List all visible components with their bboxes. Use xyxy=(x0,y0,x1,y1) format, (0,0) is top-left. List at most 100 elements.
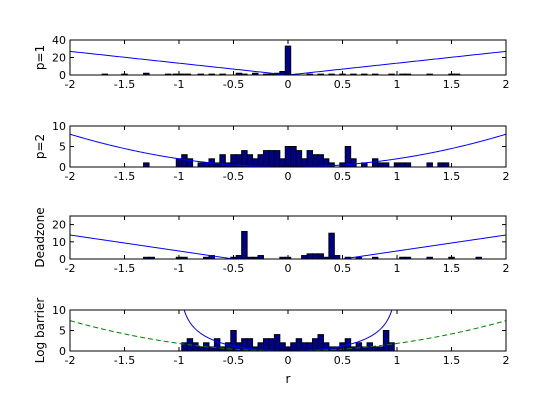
bar xyxy=(241,230,248,260)
subplot-2: -2 -1.5 -1 -0.5 0 0.5 1 1.5 2 0 5 10 p=2 xyxy=(33,120,510,183)
x-tick-label: -1.5 xyxy=(114,78,135,91)
x-tick-label: 1.5 xyxy=(443,354,461,367)
x-tick-label: 2 xyxy=(503,170,510,183)
x-tick-label: -0.5 xyxy=(223,354,244,367)
bar xyxy=(306,150,314,168)
y-tick-label: 20 xyxy=(52,52,66,65)
x-tick-label: -2 xyxy=(65,262,76,275)
bar xyxy=(312,154,319,168)
x-tick-label: 2 xyxy=(503,78,510,91)
bar xyxy=(279,158,286,168)
bar xyxy=(197,346,205,352)
x-tick-label: -1 xyxy=(174,354,185,367)
bar xyxy=(328,162,335,168)
bar xyxy=(382,330,390,352)
series-line xyxy=(183,310,393,351)
y-tick-label: 20 xyxy=(52,219,66,232)
x-tick-label: -0.5 xyxy=(223,262,244,275)
bar xyxy=(262,338,270,352)
bar xyxy=(219,346,226,352)
x-tick-label: 2 xyxy=(503,262,510,275)
y-tick-label: 0 xyxy=(59,161,66,174)
bar xyxy=(273,150,281,168)
bar xyxy=(404,162,412,168)
bar xyxy=(442,162,450,168)
bar xyxy=(350,346,357,352)
x-tick-label: -1 xyxy=(174,262,185,275)
y-axis-label: p=2 xyxy=(33,134,47,159)
bar xyxy=(279,342,286,352)
y-axis-label: p=1 xyxy=(33,45,47,70)
bar xyxy=(399,162,406,168)
bar xyxy=(235,255,243,260)
x-tick-label: 0 xyxy=(285,262,292,275)
bar xyxy=(317,253,324,260)
series-line xyxy=(70,234,506,259)
x-tick-label: -1.5 xyxy=(114,262,135,275)
y-tick-label: 0 xyxy=(59,253,66,266)
y-tick-label: 5 xyxy=(59,325,66,338)
x-tick-label: -0.5 xyxy=(223,78,244,91)
bar xyxy=(246,154,254,168)
x-tick-label: 0.5 xyxy=(334,354,352,367)
y-axis-label: Deadzone xyxy=(33,207,47,267)
y-axis-label: Log barrier xyxy=(33,298,47,364)
bar xyxy=(312,253,319,260)
bar xyxy=(301,158,308,168)
bar xyxy=(312,338,319,352)
bar xyxy=(328,232,335,260)
series-line xyxy=(70,320,506,351)
bar xyxy=(268,150,275,168)
x-tick-label: 2 xyxy=(503,354,510,367)
bar xyxy=(268,338,275,352)
bar xyxy=(371,346,379,352)
bar xyxy=(437,162,444,168)
bar xyxy=(257,255,264,260)
bar xyxy=(355,342,363,352)
bar xyxy=(333,255,341,260)
y-tick-label: 0 xyxy=(59,69,66,82)
series-line xyxy=(70,50,506,75)
bar xyxy=(350,158,357,168)
bar xyxy=(377,162,384,168)
x-tick-label: 0 xyxy=(285,170,292,183)
bar xyxy=(317,334,324,352)
x-tick-label: -1.5 xyxy=(114,354,135,367)
x-axis-label: r xyxy=(286,372,291,386)
bar xyxy=(377,346,384,352)
bar xyxy=(143,162,150,168)
x-tick-label: -0.5 xyxy=(223,170,244,183)
bar xyxy=(290,342,297,352)
bar xyxy=(273,334,281,352)
bar xyxy=(295,338,303,352)
bar xyxy=(219,154,226,168)
x-tick-label: 0.5 xyxy=(334,170,352,183)
bar xyxy=(262,150,270,168)
bar xyxy=(301,255,308,260)
bar xyxy=(203,162,210,168)
x-tick-label: 1 xyxy=(394,78,401,91)
x-tick-label: 0 xyxy=(285,78,292,91)
x-tick-label: 1 xyxy=(394,354,401,367)
bar xyxy=(241,338,248,352)
y-tick-label: 10 xyxy=(52,120,66,133)
y-tick-label: 0 xyxy=(59,345,66,358)
subplot-4: -2 -1.5 -1 -0.5 0 0.5 1 1.5 2 0 5 10 Log barrier r xyxy=(33,298,510,386)
x-tick-label: 0 xyxy=(285,354,292,367)
y-tick-label: 10 xyxy=(52,304,66,317)
bar xyxy=(192,342,199,352)
bar xyxy=(257,154,264,168)
x-tick-label: 1.5 xyxy=(443,170,461,183)
x-tick-label: -2 xyxy=(65,170,76,183)
x-tick-label: -1.5 xyxy=(114,170,135,183)
x-tick-label: 1.5 xyxy=(443,262,461,275)
x-tick-label: 1.5 xyxy=(443,78,461,91)
x-tick-label: 1 xyxy=(394,262,401,275)
x-tick-label: -2 xyxy=(65,78,76,91)
bar xyxy=(290,146,297,168)
x-tick-label: -2 xyxy=(65,354,76,367)
bar xyxy=(301,342,308,352)
